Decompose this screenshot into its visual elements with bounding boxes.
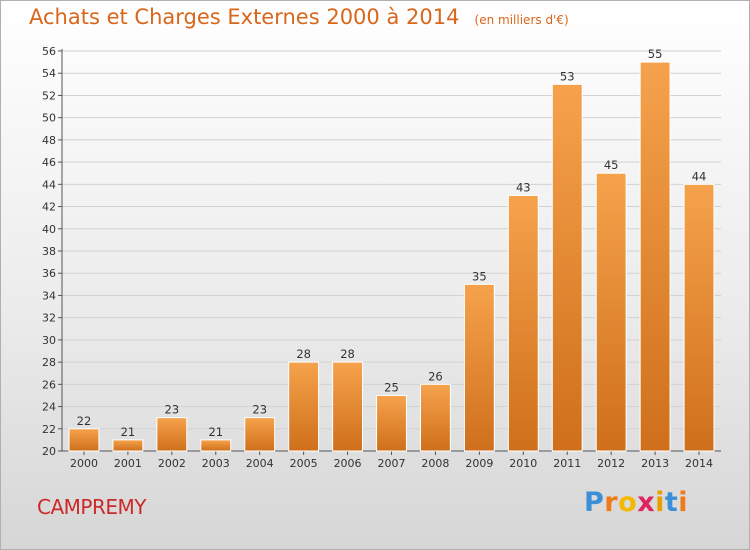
bar-value-label: 44	[692, 169, 707, 183]
commune-name: CAMPREMY	[37, 495, 146, 519]
x-tick-label: 2013	[641, 457, 669, 470]
bar-value-label: 22	[77, 414, 92, 428]
bar	[68, 428, 100, 452]
bar	[595, 172, 627, 452]
bar	[507, 194, 539, 452]
bar-value-label: 43	[516, 180, 531, 194]
y-tick-label: 30	[42, 334, 56, 347]
logo-letter: x	[637, 487, 656, 518]
bar	[551, 83, 583, 452]
x-tick-label: 2012	[597, 457, 625, 470]
chart-unit: (en milliers d'€)	[474, 13, 569, 27]
bar	[156, 417, 188, 452]
x-tick-label: 2005	[290, 457, 318, 470]
y-tick-label: 48	[42, 134, 56, 147]
y-tick-label: 40	[42, 223, 56, 236]
x-tick-label: 2009	[465, 457, 493, 470]
bar-layer	[68, 61, 715, 452]
bar	[639, 61, 671, 452]
bar-value-label: 28	[340, 347, 355, 361]
bar	[288, 361, 320, 452]
x-tick-label: 2010	[509, 457, 537, 470]
x-tick-label: 2001	[114, 457, 142, 470]
x-tick-label: 2002	[158, 457, 186, 470]
x-tick-label: 2004	[246, 457, 274, 470]
y-tick-label: 32	[42, 312, 56, 325]
y-tick-label: 42	[42, 201, 56, 214]
logo-letter: o	[618, 487, 638, 518]
bar-value-label: 55	[648, 47, 663, 61]
bar-value-label: 35	[472, 269, 487, 283]
y-tick-label: 52	[42, 89, 56, 102]
y-tick-label: 46	[42, 156, 56, 169]
x-tick-label: 2011	[553, 457, 581, 470]
bar-value-label: 23	[165, 403, 180, 417]
y-tick-label: 44	[42, 178, 56, 191]
logo-letter: P	[584, 487, 605, 518]
y-tick-label: 22	[42, 423, 56, 436]
y-tick-label: 36	[42, 267, 56, 280]
x-tick-label: 2006	[334, 457, 362, 470]
x-tick-label: 2007	[378, 457, 406, 470]
bar-value-label: 21	[208, 425, 223, 439]
y-tick-label: 56	[42, 45, 56, 58]
bar-value-label: 21	[121, 425, 136, 439]
chart-title: Achats et Charges Externes 2000 à 2014	[29, 5, 460, 29]
logo-letter: i	[678, 487, 689, 518]
x-tick-label: 2000	[70, 457, 98, 470]
y-tick-label: 20	[42, 445, 56, 458]
x-tick-label: 2008	[421, 457, 449, 470]
y-tick-label: 54	[42, 67, 56, 80]
x-tick-label: 2003	[202, 457, 230, 470]
y-tick-label: 50	[42, 112, 56, 125]
y-tick-label: 28	[42, 356, 56, 369]
chart-title-block: Achats et Charges Externes 2000 à 2014 (…	[29, 5, 569, 29]
label-layer: 22 21 23 21 23 28 28 25 26 35 43 53 45 55 44	[77, 47, 707, 439]
bar-value-label: 28	[296, 347, 311, 361]
logo-letter: t	[664, 487, 679, 518]
bar-value-label: 26	[428, 369, 443, 383]
logo-letter: i	[655, 487, 665, 518]
bar	[376, 394, 407, 452]
logo-letter: r	[604, 487, 619, 518]
bar	[244, 417, 276, 452]
bar-value-label: 25	[384, 380, 399, 394]
bar	[463, 283, 495, 452]
y-tick-label: 34	[42, 289, 56, 302]
y-tick-label: 24	[42, 401, 56, 414]
proxiti-logo: Proxiti	[584, 487, 688, 518]
x-tick-label: 2014	[685, 457, 713, 470]
bar	[112, 439, 144, 452]
bar	[332, 361, 364, 452]
y-tick-label: 38	[42, 245, 56, 258]
bar-value-label: 45	[604, 158, 619, 172]
bar	[683, 183, 715, 452]
bar-value-label: 53	[560, 69, 575, 83]
bar-value-label: 23	[252, 403, 267, 417]
y-tick-label: 26	[42, 378, 56, 391]
bar	[200, 439, 232, 452]
bar	[419, 383, 451, 452]
